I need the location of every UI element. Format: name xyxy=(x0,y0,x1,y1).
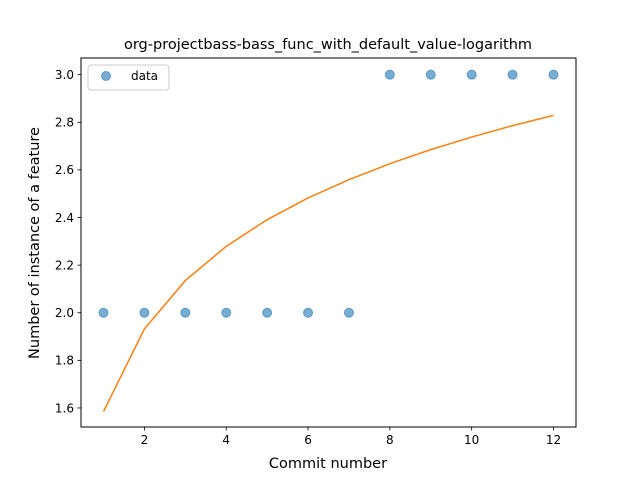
y-tick-label: 3.0 xyxy=(55,68,74,82)
legend-label-data: data xyxy=(131,69,158,83)
data-point xyxy=(343,307,354,318)
ticks-layer: 2 4 6 8 10 12 1.6 1.8 2.0 2.2 2.4 2.6 2.8 3.0 xyxy=(55,68,561,447)
y-tick-label: 2.2 xyxy=(55,258,74,272)
data-point xyxy=(262,307,273,318)
y-tick-label: 1.6 xyxy=(55,401,74,415)
legend-marker-data xyxy=(101,71,111,81)
y-axis-label: Number of instance of a feature xyxy=(27,127,43,359)
x-tick-label: 6 xyxy=(304,433,312,447)
data-point xyxy=(98,307,109,318)
data-point xyxy=(221,307,232,318)
x-axis-label: Commit number xyxy=(269,456,387,472)
legend-box xyxy=(87,64,170,91)
y-tick-label: 1.8 xyxy=(55,354,74,368)
legend: data xyxy=(87,64,170,91)
data-point xyxy=(303,307,314,318)
y-tick-label: 2.8 xyxy=(55,116,74,130)
data-point xyxy=(139,307,150,318)
y-tick-label: 2.0 xyxy=(55,306,74,320)
x-tick-label: 12 xyxy=(546,433,561,447)
x-tick-label: 2 xyxy=(141,433,149,447)
series-layer xyxy=(98,69,559,412)
x-tick-label: 8 xyxy=(386,433,394,447)
fit-line xyxy=(102,114,554,412)
x-tick-label: 4 xyxy=(222,433,230,447)
data-point xyxy=(384,69,395,80)
data-point xyxy=(466,69,477,80)
data-point xyxy=(548,69,559,80)
axes-frame xyxy=(80,57,577,428)
x-tick-label: 10 xyxy=(464,433,479,447)
y-tick-label: 2.6 xyxy=(55,163,74,177)
y-tick-label: 2.4 xyxy=(55,211,74,225)
chart-title: org-projectbass-bass_func_with_default_v… xyxy=(124,37,532,53)
data-point xyxy=(425,69,436,80)
data-point xyxy=(507,69,518,80)
data-point xyxy=(180,307,191,318)
